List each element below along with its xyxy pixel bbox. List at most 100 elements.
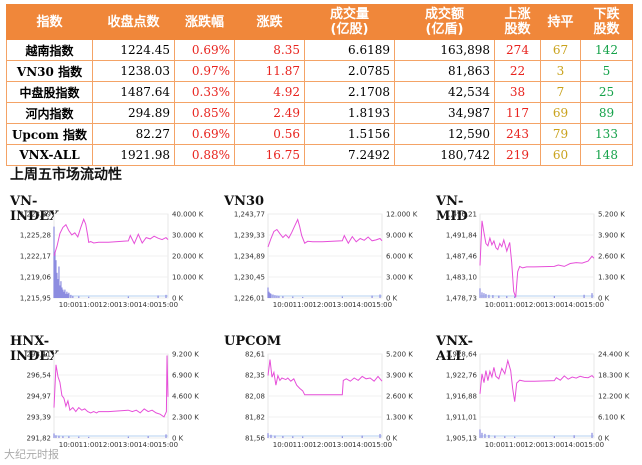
volume-bar: [379, 294, 381, 298]
table-cell-flat: 7: [540, 81, 581, 103]
y-tick-right: 12.000 K: [386, 211, 418, 219]
table-cell-pct: 0.33%: [174, 81, 235, 103]
table-cell-change: 0.56: [234, 123, 305, 145]
table-cell-name: VNX-ALL: [6, 144, 93, 166]
y-tick-left: 1,228,39: [20, 211, 51, 219]
volume-bar: [276, 295, 278, 298]
volume-bar: [274, 295, 276, 298]
table-cell-down: 5: [580, 60, 633, 82]
y-tick-left: 81,82: [245, 414, 265, 422]
volume-bar: [267, 287, 269, 298]
x-tick-label: 11:00: [293, 301, 313, 309]
table-cell-close: 1921.98: [92, 144, 175, 166]
y-tick-left: 291,82: [27, 435, 52, 443]
table-cell-down: 133: [580, 123, 633, 145]
volume-bar: [341, 296, 343, 298]
table-row: Upcom 指数 82.27 0.69% 0.56 1.5156 12,590 243 79 1…: [6, 123, 633, 145]
x-tick-label: 14:00: [138, 301, 158, 309]
volume-bar: [573, 435, 575, 438]
volume-bar: [379, 433, 381, 438]
volume-bar: [68, 292, 70, 298]
y-tick-left: 1,243,77: [234, 211, 265, 219]
y-tick-right: 3.900 K: [598, 232, 625, 240]
y-tick-left: 1,226,01: [234, 295, 265, 303]
x-tick-label: 15:00: [372, 441, 392, 449]
col-header-close: 收盘点数: [92, 4, 175, 40]
volume-bar: [64, 289, 66, 298]
table-cell-pct: 0.97%: [174, 60, 235, 82]
volume-bar: [483, 293, 485, 298]
table-cell-value: 81,863: [394, 60, 495, 82]
table-cell-down: 148: [580, 144, 633, 166]
y-tick-left: 1,478,73: [446, 295, 477, 303]
y-tick-right: 3.000 K: [386, 274, 413, 282]
table-cell-up: 38: [494, 81, 541, 103]
table-cell-up: 243: [494, 123, 541, 145]
y-tick-left: 1,922,76: [446, 372, 478, 380]
y-tick-left: 1,491,84: [446, 232, 478, 240]
table-cell-change: 8.35: [234, 39, 305, 61]
volume-bar: [302, 436, 304, 438]
volume-bar: [514, 296, 516, 298]
x-tick-label: 15:00: [158, 301, 178, 309]
volume-bar: [282, 436, 284, 438]
chart-title: VN-MID: [436, 194, 468, 224]
x-tick-label: 14:00: [564, 301, 584, 309]
x-tick-label: 10:00: [59, 301, 79, 309]
y-tick-right: 0 K: [172, 295, 184, 303]
volume-bar: [591, 293, 593, 298]
x-tick-label: 11:00: [505, 301, 525, 309]
y-tick-left: 294,97: [27, 393, 52, 401]
x-tick-label: 10:00: [273, 441, 293, 449]
volume-bar: [371, 295, 373, 298]
volume-bar: [127, 296, 129, 298]
volume-bar: [481, 292, 483, 298]
y-tick-left: 82,08: [245, 393, 265, 401]
volume-bar: [361, 435, 363, 438]
y-tick-left: 81,56: [245, 435, 266, 443]
volume-bar: [498, 295, 500, 298]
table-row: 中盘股指数 1487.64 0.33% 4.92 2.1708 42,534 38 7 25: [6, 81, 633, 103]
watermark-text: 大纪元时报: [4, 448, 59, 461]
y-tick-left: 1,219,06: [20, 274, 52, 282]
chart-svg: 1,243,77 12.000 K 1,239,33 9.000 K 1,234,89 6…: [234, 211, 418, 310]
x-tick-label: 12:00: [98, 301, 118, 309]
volume-bar: [88, 296, 90, 298]
y-tick-right: 0 K: [172, 435, 184, 443]
table-cell-flat: 3: [540, 60, 581, 82]
chart-title: VNX-ALL: [436, 334, 473, 364]
y-tick-right: 30.000 K: [172, 232, 204, 240]
volume-bar: [302, 296, 304, 298]
x-tick-label: 15:00: [584, 441, 604, 449]
chart-title: UPCOM: [224, 334, 282, 349]
x-tick-label: 11:00: [293, 441, 313, 449]
table-cell-flat: 67: [540, 39, 581, 61]
table-cell-name: 越南指数: [6, 39, 93, 61]
x-tick-label: 13:00: [332, 301, 352, 309]
volume-bar: [488, 294, 490, 298]
volume-bar: [165, 434, 167, 438]
y-tick-left: 298,11: [27, 351, 52, 359]
x-tick-label: 11:00: [79, 441, 99, 449]
y-tick-right: 4.600 K: [172, 393, 199, 401]
x-tick-label: 12:00: [524, 301, 544, 309]
y-tick-right: 18.300 K: [598, 372, 630, 380]
volume-bar: [53, 226, 55, 298]
y-tick-left: 1,911,01: [446, 414, 477, 422]
volume-bar: [127, 436, 129, 438]
y-tick-left: 1,234,89: [234, 253, 265, 261]
y-tick-right: 2.600 K: [386, 393, 413, 401]
table-row: VN30 指数 1238.03 0.97% 11.87 2.0785 81,863 22 3 5: [6, 60, 633, 82]
volume-bar: [481, 432, 483, 438]
y-tick-right: 20.000 K: [172, 253, 204, 261]
x-tick-label: 12:00: [524, 441, 544, 449]
volume-bar: [591, 432, 593, 438]
y-tick-left: 82,61: [245, 351, 265, 359]
section-title: 上周五市场流动性: [10, 167, 122, 183]
table-cell-up: 22: [494, 60, 541, 82]
table-cell-name: Upcom 指数: [6, 123, 93, 145]
y-tick-left: 1,225,28: [20, 232, 51, 240]
col-header-index: 指数: [6, 4, 93, 40]
table-cell-change: 11.87: [234, 60, 305, 82]
y-tick-right: 10.000 K: [172, 274, 204, 282]
